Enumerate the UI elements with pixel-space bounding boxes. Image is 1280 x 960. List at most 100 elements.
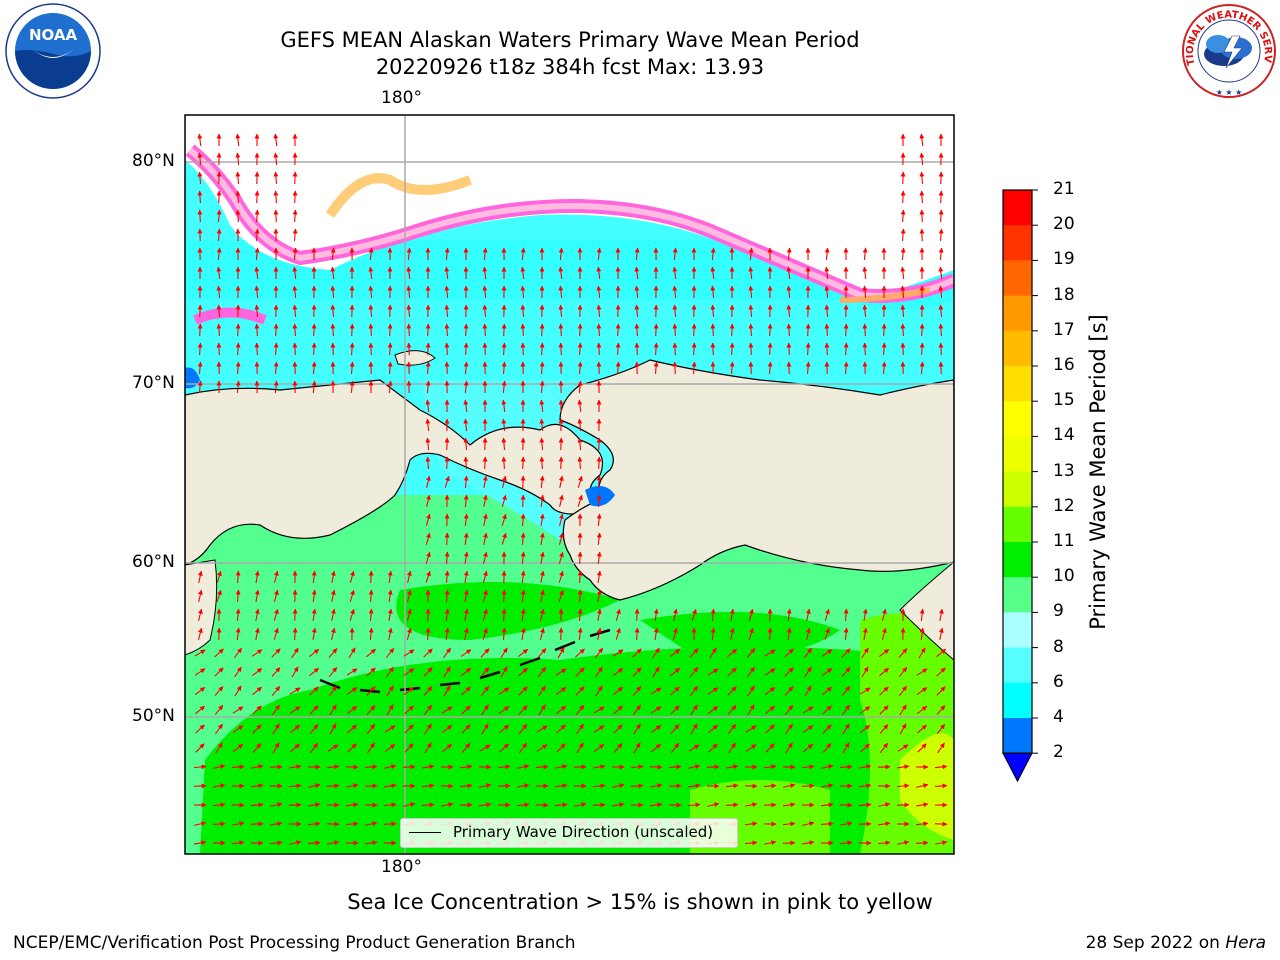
wave-arrow	[630, 764, 644, 770]
wave-arrow	[801, 840, 815, 846]
wave-arrow	[729, 627, 735, 640]
colorbar-band	[1003, 330, 1032, 367]
wave-arrow	[804, 685, 812, 697]
wave-arrow	[577, 456, 583, 470]
wave-arrow	[254, 228, 260, 242]
wave-arrow	[403, 802, 416, 808]
wave-arrow	[744, 840, 758, 846]
wave-arrow	[292, 190, 298, 204]
wave-arrow	[841, 685, 851, 697]
wave-arrow	[444, 532, 450, 546]
wave-arrow	[555, 705, 567, 715]
wave-arrow	[214, 667, 224, 677]
wave-arrow	[615, 608, 621, 621]
wave-arrow	[384, 744, 396, 752]
wave-arrow	[254, 247, 260, 261]
wave-arrow	[216, 228, 222, 242]
wave-arrow	[748, 266, 754, 280]
wave-arrow	[558, 570, 564, 583]
wave-arrow	[443, 685, 451, 697]
wave-arrow	[518, 705, 528, 715]
wave-arrow	[767, 361, 773, 375]
wave-arrow	[232, 706, 244, 714]
wave-arrow	[786, 247, 792, 261]
wave-arrow	[824, 323, 830, 337]
wave-arrow	[480, 648, 490, 658]
wave-arrow	[425, 323, 431, 337]
wave-arrow	[444, 342, 450, 356]
wave-arrow	[801, 783, 815, 789]
wave-arrow	[782, 840, 796, 846]
wave-arrow	[269, 821, 283, 827]
wave-arrow	[805, 342, 811, 356]
wave-arrow	[763, 783, 777, 789]
wave-arrow	[501, 342, 507, 356]
wave-arrow	[915, 821, 929, 827]
wave-arrow	[804, 666, 812, 678]
wave-arrow	[786, 285, 792, 299]
wave-arrow	[345, 821, 359, 827]
wave-arrow	[898, 666, 908, 678]
wave-arrow	[404, 705, 414, 715]
wave-arrow	[938, 266, 944, 280]
wave-arrow	[727, 686, 737, 696]
wave-arrow	[309, 724, 319, 734]
wave-arrow	[403, 686, 415, 696]
wave-arrow	[463, 323, 469, 337]
wave-arrow	[859, 764, 872, 770]
wave-arrow	[292, 304, 298, 318]
wave-arrow	[330, 304, 336, 318]
wave-arrow	[916, 687, 928, 695]
wave-arrow	[406, 627, 412, 640]
wave-arrow	[406, 570, 412, 583]
wave-arrow	[558, 266, 564, 280]
wave-arrow	[577, 342, 583, 356]
wave-arrow	[349, 589, 355, 602]
wave-arrow	[212, 802, 226, 808]
wave-arrow	[501, 380, 507, 394]
wave-arrow	[555, 668, 567, 676]
colorbar-band	[1003, 295, 1032, 332]
wave-arrow	[308, 648, 320, 658]
wave-arrow	[425, 570, 431, 583]
wave-arrow	[592, 802, 606, 808]
wave-arrow	[250, 802, 264, 808]
wave-arrow	[307, 821, 321, 827]
wave-arrow	[478, 802, 492, 808]
wave-arrow	[366, 723, 376, 735]
chart-subtitle: 20220926 t18z 384h fcst Max: 13.93	[375, 55, 765, 79]
wave-arrow	[501, 361, 507, 375]
wave-arrow	[501, 418, 507, 432]
colorbar-tick-label: 17	[1053, 319, 1075, 340]
wave-arrow	[689, 667, 699, 677]
wave-arrow	[577, 475, 583, 488]
wave-arrow	[423, 686, 433, 696]
wave-arrow	[918, 647, 926, 659]
wave-arrow	[613, 724, 623, 734]
wave-arrow	[900, 323, 906, 337]
wave-arrow	[387, 380, 393, 394]
wave-arrow	[611, 802, 625, 808]
wave-arrow	[518, 742, 528, 754]
wave-arrow	[425, 532, 431, 545]
noaa-logo-text: NOAA	[29, 26, 78, 44]
wave-arrow	[330, 342, 336, 356]
wave-arrow	[707, 705, 719, 715]
wave-arrow	[254, 323, 260, 337]
wave-arrow	[330, 266, 336, 280]
wave-arrow	[879, 705, 889, 715]
wave-arrow	[216, 266, 222, 280]
colorbar-extend-triangle	[1002, 752, 1033, 783]
wave-arrow	[197, 380, 203, 394]
wave-arrow	[330, 608, 336, 621]
wave-arrow	[710, 323, 716, 337]
wave-arrow	[349, 380, 355, 394]
wave-arrow	[518, 686, 528, 696]
wave-arrow	[425, 437, 431, 451]
wave-arrow	[900, 304, 906, 318]
wave-arrow	[938, 190, 944, 204]
wave-arrow	[539, 399, 545, 413]
wave-arrow	[309, 686, 319, 696]
wave-arrow	[577, 570, 583, 584]
wave-arrow	[216, 209, 222, 223]
